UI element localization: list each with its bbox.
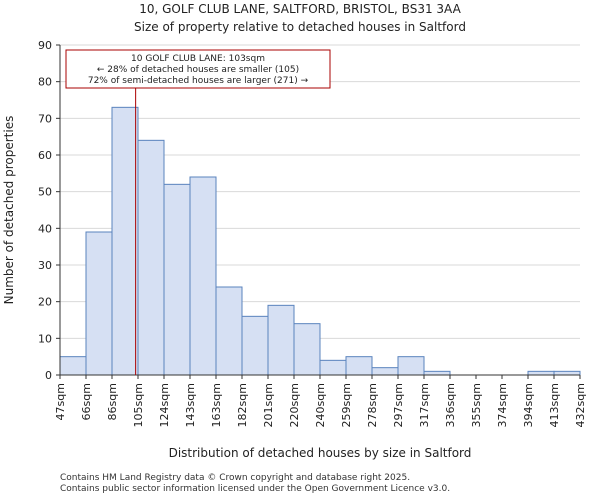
x-tick-label: 432sqm	[574, 383, 587, 427]
chart-subtitle: Size of property relative to detached ho…	[134, 20, 466, 34]
bar	[527, 370, 555, 376]
bar	[371, 367, 399, 376]
bar	[163, 183, 191, 376]
y-tick-label: 20	[38, 296, 52, 309]
y-tick-label: 70	[38, 112, 52, 125]
y-tick-label: 0	[45, 369, 52, 382]
x-tick-label: 182sqm	[236, 383, 249, 427]
footer-line-1: Contains HM Land Registry data © Crown c…	[60, 473, 411, 483]
y-axis-label: Number of detached properties	[2, 116, 16, 305]
footer-line-2: Contains public sector information licen…	[60, 484, 451, 494]
x-tick-labels: 47sqm 66sqm 86sqm 105sqm 124sqm 143sqm 163sqm 1…	[54, 375, 587, 427]
bar	[189, 176, 217, 376]
x-tick-label: 374sqm	[496, 383, 509, 427]
x-tick-label: 66sqm	[80, 383, 93, 420]
bar	[345, 356, 373, 376]
bar	[59, 356, 87, 376]
chart-title: 10, GOLF CLUB LANE, SALTFORD, BRISTOL, B…	[139, 2, 461, 16]
annotation-box: 10 GOLF CLUB LANE: 103sqm ← 28% of detac…	[65, 49, 331, 89]
bar	[293, 323, 321, 376]
bar	[215, 286, 243, 376]
x-tick-label: 355sqm	[470, 383, 483, 427]
x-tick-label: 240sqm	[314, 383, 327, 427]
x-tick-label: 336sqm	[444, 383, 457, 427]
x-tick-label: 259sqm	[340, 383, 353, 427]
x-tick-label: 317sqm	[418, 383, 431, 427]
annotation-line-1: 10 GOLF CLUB LANE: 103sqm	[131, 54, 265, 64]
x-tick-label: 163sqm	[210, 383, 223, 427]
bar	[137, 139, 165, 376]
bar	[85, 231, 113, 376]
y-tick-label: 10	[38, 332, 52, 345]
x-tick-label: 47sqm	[54, 383, 67, 420]
x-tick-label: 413sqm	[548, 383, 561, 427]
x-tick-label: 143sqm	[184, 383, 197, 427]
x-tick-label: 105sqm	[132, 383, 145, 427]
y-tick-label: 30	[38, 259, 52, 272]
x-tick-label: 394sqm	[522, 383, 535, 427]
annotation-line-2: ← 28% of detached houses are smaller (10…	[97, 65, 299, 75]
bar	[241, 315, 269, 376]
annotation-frame	[65, 49, 331, 89]
y-tick-label: 40	[38, 222, 52, 235]
x-tick-label: 278sqm	[366, 383, 379, 427]
x-tick-label: 86sqm	[106, 383, 119, 420]
x-tick-label: 201sqm	[262, 383, 275, 427]
y-tick-label: 50	[38, 186, 52, 199]
x-tick-label: 220sqm	[288, 383, 301, 427]
bars	[59, 106, 581, 376]
bar	[319, 359, 347, 376]
bar	[423, 370, 451, 376]
x-tick-label: 297sqm	[392, 383, 405, 427]
bar	[553, 370, 581, 376]
y-tick-label: 60	[38, 149, 52, 162]
bar	[397, 356, 425, 376]
bar	[267, 304, 295, 376]
x-tick-label: 124sqm	[158, 383, 171, 427]
x-axis-label: Distribution of detached houses by size …	[169, 446, 472, 460]
y-tick-labels: 0 10 20 30 40 50 60 70 80 90	[38, 39, 60, 382]
annotation-line-3: 72% of semi-detached houses are larger (…	[88, 76, 309, 86]
y-tick-label: 80	[38, 76, 52, 89]
bar	[111, 106, 139, 376]
y-tick-label: 90	[38, 39, 52, 52]
